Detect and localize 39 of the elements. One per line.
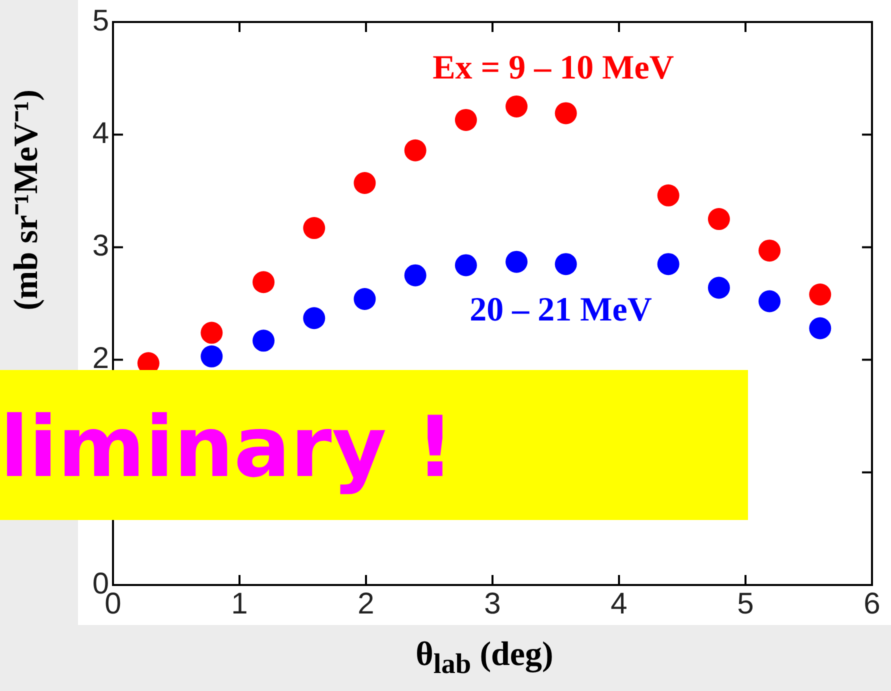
point — [506, 250, 528, 273]
point — [809, 283, 832, 306]
point — [657, 184, 680, 206]
banner: liminary ! — [0, 370, 748, 520]
point — [708, 208, 730, 230]
point — [708, 276, 730, 299]
point — [354, 172, 376, 194]
x-tick-label: 4 — [610, 587, 628, 620]
point — [454, 108, 477, 131]
x-tick-label: 6 — [864, 587, 880, 620]
series-label: 20 – 21 MeV — [470, 291, 652, 328]
point — [200, 322, 223, 344]
y-tick-label: 5 — [92, 4, 109, 38]
x-tick-label: 5 — [737, 587, 754, 620]
point — [404, 139, 426, 162]
point — [809, 317, 832, 340]
x-tick-label: 3 — [484, 587, 501, 620]
x-tick-label: 1 — [231, 587, 248, 620]
point — [554, 253, 577, 276]
y-tick-label: 4 — [92, 116, 109, 150]
point — [303, 217, 326, 240]
point — [354, 288, 376, 310]
point — [506, 95, 528, 118]
point — [404, 264, 426, 286]
point — [252, 271, 275, 294]
annotation: liminary ! — [0, 398, 454, 496]
series-label: Ex = 9 – 10 MeV — [432, 49, 674, 86]
point — [303, 307, 326, 330]
x-tick-label: 2 — [358, 587, 374, 620]
point — [758, 290, 781, 312]
point — [252, 330, 275, 352]
y-tick-label: 3 — [92, 229, 109, 262]
point — [554, 102, 577, 124]
x-axis-title: θ$_{lab}$ (deg) — [414, 636, 554, 681]
point — [200, 345, 223, 368]
y-axis-title: (mb sr⁻¹MeV⁻¹) — [7, 90, 46, 310]
point — [454, 254, 477, 276]
point — [758, 240, 781, 262]
point — [657, 253, 680, 276]
